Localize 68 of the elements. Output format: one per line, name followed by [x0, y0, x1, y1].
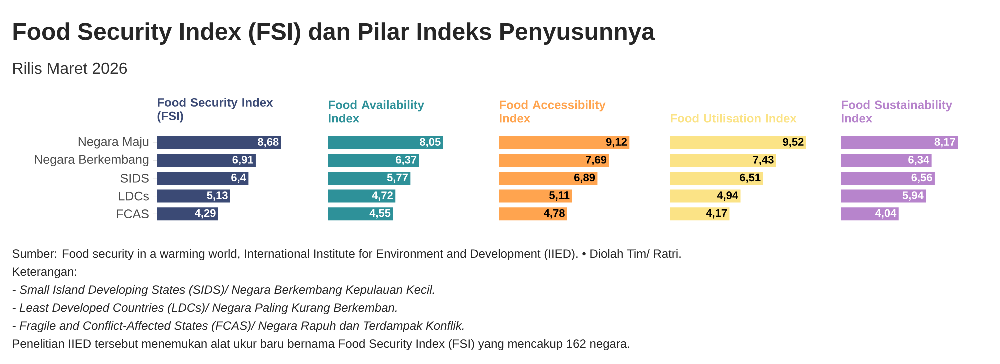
data-label: 6,37 — [396, 156, 417, 166]
text: Keterangan: — [13, 268, 76, 278]
series-label: Food Accessibility Index — [500, 100, 606, 123]
bar — [841, 208, 899, 221]
text: Sumber: Food security in a warming world, International Institute for Environment and Development (IIED). • Diolah Tim/ Ratri. — [12, 249, 681, 260]
y-tick-label: Negara Maju — [78, 137, 149, 149]
data-label: 4,94 — [717, 192, 739, 201]
bar — [670, 154, 776, 168]
data-label: 6,56 — [912, 174, 932, 184]
data-label: 9,12 — [606, 138, 627, 148]
data-label: 6,91 — [232, 156, 254, 166]
y-tick-label: SIDS — [120, 174, 149, 183]
data-label: 5,94 — [902, 192, 924, 201]
text: - Least Developed Countries (LDCs)/ Negara Paling Kurang Berkemban. — [12, 303, 397, 314]
bar — [499, 190, 572, 203]
data-label: 4,72 — [372, 192, 393, 201]
series-label: Food Utilisation Index — [671, 114, 797, 123]
y-tick-label: LDCs — [119, 192, 150, 201]
bar — [328, 136, 444, 150]
data-label: 8,17 — [934, 138, 956, 148]
bar — [841, 172, 935, 186]
bar — [841, 190, 926, 203]
data-label: 5,13 — [207, 192, 228, 201]
data-label: 4,17 — [706, 209, 728, 219]
text: - Fragile and Conflict-Affected States (FCAS)/ Negara Rapuh dan Terdampak Konflik. — [12, 321, 464, 332]
text: - Small Island Developing States (SIDS)/ Negara Berkembang Kepulauan Kecil. — [12, 285, 434, 296]
bar — [157, 190, 230, 203]
y-tick-label: FCAS — [117, 210, 149, 219]
bar — [670, 136, 806, 150]
data-label: 9,52 — [783, 138, 804, 148]
data-label: 4,04 — [875, 209, 897, 219]
text: Food Security Index (FSI) dan Pilar Indeks Penyusunnya — [14, 22, 656, 45]
data-label: 7,43 — [753, 156, 774, 166]
text: Penelitian IIED tersebut menemukan alat ukur baru bernama Food Security Index (FSI) yang mencakup 162 negara. — [13, 339, 630, 350]
series-label: Food Sustainability Index — [842, 100, 952, 123]
bar — [499, 172, 598, 186]
data-label: 6,51 — [740, 174, 761, 184]
bar — [841, 154, 932, 168]
bar — [670, 190, 741, 203]
bar — [499, 136, 630, 150]
bar — [499, 154, 610, 168]
data-label: 5,11 — [550, 192, 570, 201]
y-tick-label: Negara Berkembang — [35, 154, 149, 167]
bar — [328, 208, 394, 221]
data-label: 4,78 — [544, 209, 565, 219]
bar — [499, 208, 568, 221]
bar — [670, 208, 730, 221]
bar — [328, 154, 420, 168]
bar — [157, 172, 249, 186]
series-label: Food Security Index (FSI) — [158, 98, 274, 123]
chart-subtitle: Rilis Maret 2026 — [14, 62, 128, 74]
series-label: Food Availability Index — [329, 100, 424, 123]
bar — [157, 208, 218, 221]
data-label: 5,77 — [387, 174, 408, 184]
bar — [157, 154, 256, 168]
bar — [328, 190, 396, 203]
bar — [841, 136, 958, 150]
data-label: 4,29 — [195, 209, 216, 219]
bar — [328, 172, 411, 186]
data-label: 6,89 — [574, 174, 596, 184]
bar — [670, 172, 764, 186]
data-label: 6,4 — [232, 174, 246, 184]
data-label: 8,05 — [420, 138, 441, 148]
data-label: 8,68 — [258, 138, 279, 148]
data-label: 6,34 — [908, 156, 930, 166]
data-label: 7,69 — [586, 156, 607, 166]
data-label: 4,55 — [370, 209, 391, 219]
bar — [157, 136, 282, 150]
